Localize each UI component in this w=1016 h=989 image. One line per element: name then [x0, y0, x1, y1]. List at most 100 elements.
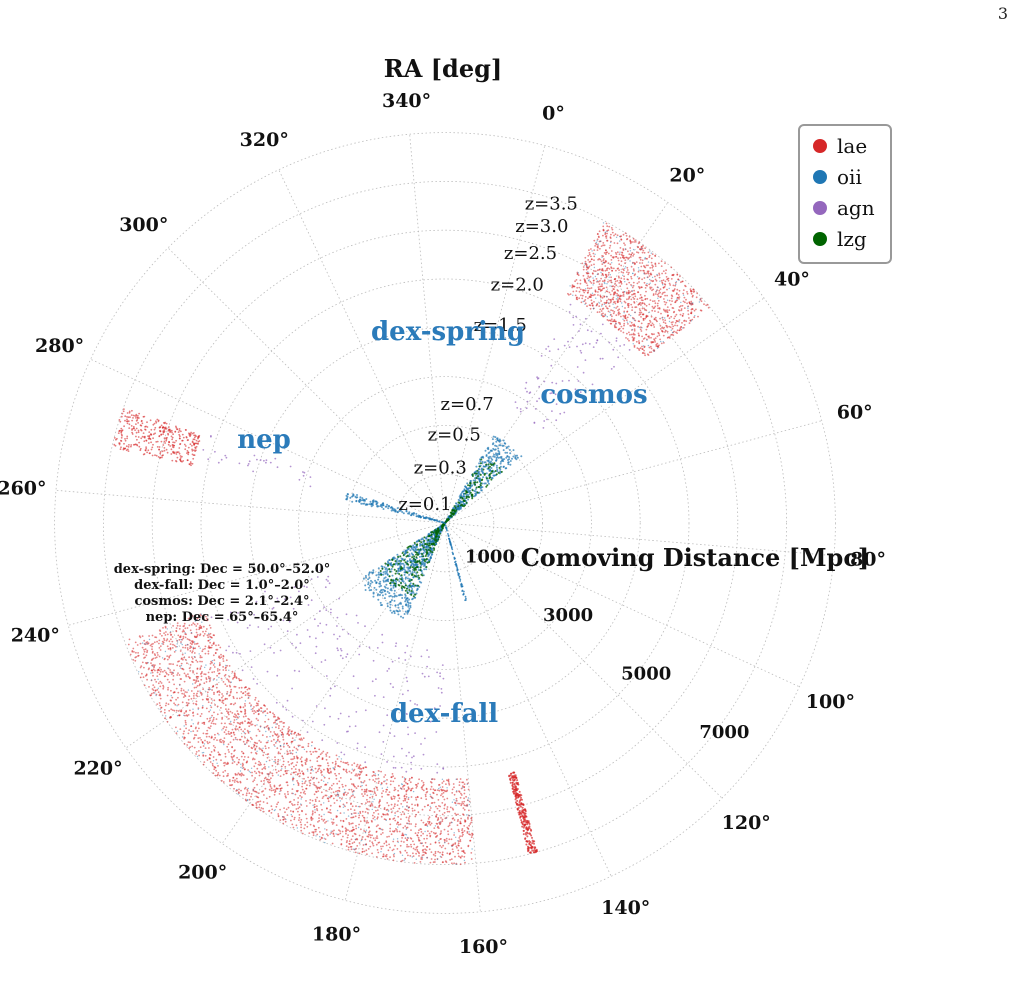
data-point — [636, 276, 639, 278]
data-point — [371, 852, 373, 855]
data-point — [623, 324, 625, 327]
data-point — [648, 303, 651, 306]
data-point — [359, 785, 362, 788]
data-point — [690, 320, 692, 322]
data-point — [676, 324, 679, 327]
data-point — [697, 315, 699, 318]
data-point — [590, 287, 593, 289]
grid-ring — [102, 180, 788, 866]
data-point — [675, 313, 678, 316]
data-point — [601, 323, 604, 326]
data-point — [664, 303, 667, 306]
data-point — [169, 716, 172, 719]
data-point — [622, 327, 625, 330]
data-point — [693, 309, 696, 312]
data-point — [287, 728, 290, 730]
data-point — [255, 702, 258, 705]
data-point — [642, 352, 644, 354]
data-point — [204, 739, 206, 742]
data-point — [429, 793, 431, 796]
data-point — [468, 831, 470, 833]
data-point — [226, 691, 229, 693]
data-point — [213, 699, 216, 702]
data-point — [223, 731, 226, 734]
data-point — [282, 705, 284, 708]
data-point — [361, 784, 363, 787]
data-point — [236, 728, 239, 730]
data-point — [132, 659, 135, 661]
data-point — [146, 651, 148, 654]
data-point — [630, 275, 632, 278]
data-point — [314, 767, 317, 770]
data-point — [258, 747, 261, 750]
data-point — [366, 853, 368, 856]
data-point — [640, 296, 643, 299]
data-point — [418, 778, 420, 781]
data-point — [203, 761, 206, 763]
data-point — [440, 691, 443, 694]
data-point — [356, 747, 359, 750]
data-point — [630, 321, 633, 324]
data-point — [469, 833, 471, 836]
data-point — [236, 721, 239, 724]
data-point — [235, 725, 238, 728]
data-point — [439, 675, 441, 678]
data-point — [620, 235, 622, 238]
data-point — [586, 265, 588, 268]
data-point — [264, 747, 267, 750]
data-point — [612, 296, 615, 299]
data-point — [297, 745, 300, 748]
data-point — [375, 678, 377, 680]
data-point — [292, 780, 294, 782]
data-point — [375, 778, 377, 780]
data-point — [622, 318, 624, 320]
data-point — [276, 723, 279, 725]
data-point — [325, 758, 328, 761]
data-point — [623, 278, 626, 280]
data-point — [393, 612, 396, 615]
data-point — [374, 780, 376, 783]
data-point — [187, 675, 190, 678]
data-point — [594, 245, 596, 247]
data-point — [364, 709, 367, 712]
data-point — [322, 795, 325, 798]
data-point — [374, 839, 377, 842]
data-point — [135, 651, 137, 654]
data-point — [303, 748, 306, 751]
data-point — [365, 802, 367, 804]
data-point — [589, 296, 592, 299]
data-point — [299, 584, 302, 587]
data-point — [356, 742, 359, 745]
data-point — [459, 796, 462, 799]
data-point — [600, 269, 603, 272]
data-point — [146, 642, 148, 645]
data-point — [197, 690, 199, 693]
data-point — [188, 729, 191, 731]
data-point — [451, 801, 454, 803]
data-point — [678, 289, 681, 292]
data-point — [354, 815, 357, 818]
data-point — [234, 702, 237, 705]
data-point — [591, 305, 594, 307]
data-point — [330, 795, 332, 797]
data-point — [619, 345, 621, 347]
data-point — [648, 336, 650, 339]
data-point — [151, 648, 153, 651]
data-point — [262, 801, 265, 803]
data-point — [316, 757, 319, 759]
data-point — [327, 800, 330, 803]
data-point — [407, 809, 410, 812]
data-point — [595, 342, 598, 344]
data-point — [664, 272, 667, 275]
data-point — [608, 271, 610, 274]
data-point — [292, 792, 294, 795]
data-point — [619, 247, 622, 249]
data-point — [176, 643, 178, 645]
data-point — [240, 686, 243, 689]
data-point — [392, 848, 395, 851]
data-point — [326, 751, 329, 754]
data-point — [184, 644, 187, 647]
data-point — [407, 733, 410, 736]
data-point — [407, 689, 409, 692]
data-point — [646, 270, 649, 273]
